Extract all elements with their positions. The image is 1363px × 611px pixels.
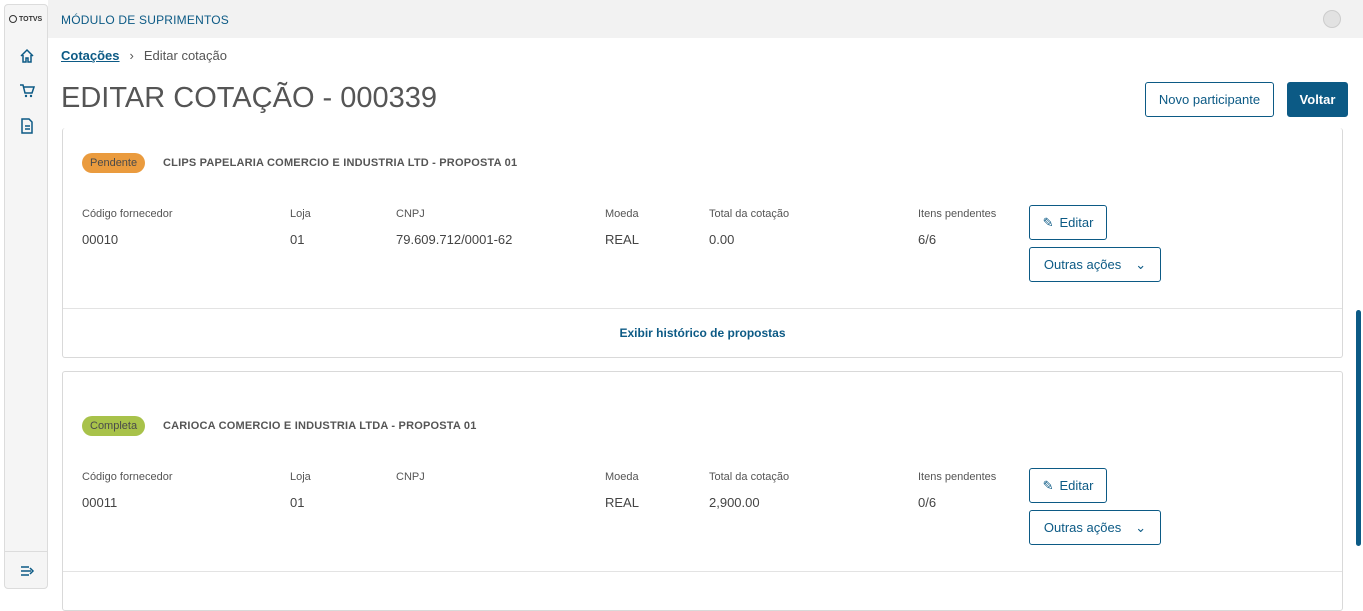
other-actions-button[interactable]: Outras ações ⌄ <box>1029 247 1161 282</box>
label-code: Código fornecedor <box>82 208 173 220</box>
value-pending: 0/6 <box>918 495 937 510</box>
other-actions-button[interactable]: Outras ações ⌄ <box>1029 510 1161 545</box>
breadcrumb: Cotações › Editar cotação <box>61 48 227 63</box>
sidebar: TOTVS <box>4 4 48 589</box>
cart-icon[interactable] <box>17 81 37 101</box>
value-total: 0.00 <box>709 232 735 247</box>
new-participant-button[interactable]: Novo participante <box>1145 82 1274 117</box>
value-pending: 6/6 <box>918 232 937 247</box>
label-total: Total da cotação <box>709 471 790 483</box>
breadcrumb-current: Editar cotação <box>143 48 227 63</box>
scrollbar[interactable] <box>1356 310 1361 546</box>
value-currency: REAL <box>605 232 639 247</box>
history-link[interactable]: Exibir histórico de propostas <box>63 308 1342 356</box>
value-store: 01 <box>290 232 305 247</box>
proposal-title: CLIPS PAPELARIA COMERCIO E INDUSTRIA LTD… <box>163 157 518 169</box>
label-store: Loja <box>290 208 311 220</box>
label-pending: Itens pendentes <box>918 208 997 220</box>
back-button[interactable]: Voltar <box>1287 82 1348 117</box>
label-pending: Itens pendentes <box>918 471 997 483</box>
document-icon[interactable] <box>17 116 37 136</box>
label-store: Loja <box>290 471 311 483</box>
label-cnpj: CNPJ <box>396 208 425 220</box>
value-cnpj: 79.609.712/0001-62 <box>396 232 513 247</box>
status-badge: Completa <box>82 416 146 436</box>
breadcrumb-cotacoes[interactable]: Cotações <box>61 48 120 63</box>
status-badge: Pendente <box>82 153 146 173</box>
value-currency: REAL <box>605 495 639 510</box>
chevron-down-icon: ⌄ <box>1135 519 1147 535</box>
chevron-right-icon: › <box>129 48 134 63</box>
proposal-card: Completa CARIOCA COMERCIO E INDUSTRIA LT… <box>62 371 1343 611</box>
user-avatar-icon[interactable] <box>1323 10 1341 28</box>
edit-label: Editar <box>1059 478 1094 493</box>
chevron-down-icon: ⌄ <box>1135 256 1147 272</box>
module-title: MÓDULO DE SUPRIMENTOS <box>61 13 229 27</box>
label-total: Total da cotação <box>709 208 790 220</box>
proposal-title: CARIOCA COMERCIO E INDUSTRIA LTDA - PROP… <box>163 420 477 432</box>
page-title: EDITAR COTAÇÃO - 000339 <box>61 82 438 114</box>
label-currency: Moeda <box>605 471 639 483</box>
pencil-icon: ✎ <box>1042 214 1054 230</box>
value-total: 2,900.00 <box>709 495 760 510</box>
pencil-icon: ✎ <box>1042 477 1054 493</box>
label-currency: Moeda <box>605 208 639 220</box>
label-code: Código fornecedor <box>82 471 173 483</box>
edit-label: Editar <box>1059 215 1094 230</box>
value-code: 00011 <box>82 495 118 510</box>
proposal-card: Pendente CLIPS PAPELARIA COMERCIO E INDU… <box>62 128 1343 358</box>
expand-menu-icon[interactable] <box>17 561 37 581</box>
app-header: MÓDULO DE SUPRIMENTOS <box>48 0 1363 38</box>
other-actions-label: Outras ações <box>1043 520 1122 535</box>
value-code: 00010 <box>82 232 119 247</box>
label-cnpj: CNPJ <box>396 471 425 483</box>
value-store: 01 <box>290 495 305 510</box>
totvs-logo: TOTVS <box>9 15 42 23</box>
edit-button[interactable]: ✎ Editar <box>1029 205 1107 240</box>
edit-button[interactable]: ✎ Editar <box>1029 468 1107 503</box>
other-actions-label: Outras ações <box>1043 257 1122 272</box>
home-icon[interactable] <box>17 46 37 66</box>
